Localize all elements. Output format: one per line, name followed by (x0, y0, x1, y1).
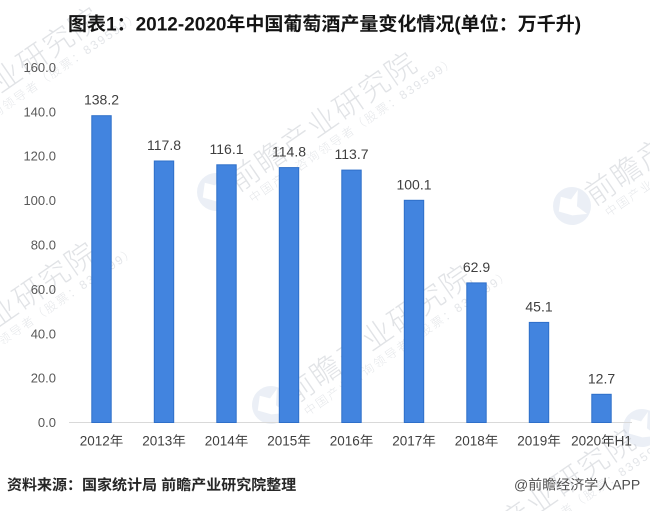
svg-text:117.8: 117.8 (147, 137, 181, 153)
svg-text:140.0: 140.0 (23, 104, 56, 119)
svg-text:2012: 2012 (80, 434, 110, 449)
svg-text:12.7: 12.7 (588, 370, 615, 386)
svg-text:116.1: 116.1 (210, 141, 244, 157)
svg-text:60.0: 60.0 (31, 282, 56, 297)
svg-text:40.0: 40.0 (31, 326, 56, 341)
svg-text:160.0: 160.0 (23, 60, 56, 75)
svg-text:80.0: 80.0 (31, 238, 56, 253)
svg-text:): ) (575, 15, 581, 36)
svg-text:APP: APP (612, 477, 640, 493)
svg-text:2012-2020: 2012-2020 (136, 15, 227, 36)
svg-text:138.2: 138.2 (84, 92, 119, 108)
svg-text:(: ( (454, 15, 461, 36)
svg-text:120.0: 120.0 (23, 149, 56, 164)
svg-text:113.7: 113.7 (335, 146, 369, 162)
svg-text:100.1: 100.1 (396, 176, 431, 192)
svg-text:62.9: 62.9 (463, 259, 490, 275)
svg-text:2018: 2018 (455, 434, 485, 449)
svg-text:2013: 2013 (142, 434, 172, 449)
svg-text:2019: 2019 (517, 434, 547, 449)
svg-text:2015: 2015 (267, 434, 297, 449)
svg-text:0.0: 0.0 (38, 415, 56, 430)
svg-text:114.8: 114.8 (272, 144, 306, 160)
svg-text:2014: 2014 (205, 434, 236, 449)
svg-text:2020: 2020 (571, 434, 601, 449)
svg-text:2017: 2017 (392, 434, 422, 449)
svg-text:@: @ (514, 477, 528, 493)
svg-text:20.0: 20.0 (31, 371, 56, 386)
svg-text:45.1: 45.1 (525, 298, 552, 314)
svg-text:2016: 2016 (330, 434, 360, 449)
svg-text:100.0: 100.0 (23, 193, 56, 208)
svg-text:H1: H1 (615, 434, 632, 449)
svg-text:1: 1 (106, 15, 117, 36)
